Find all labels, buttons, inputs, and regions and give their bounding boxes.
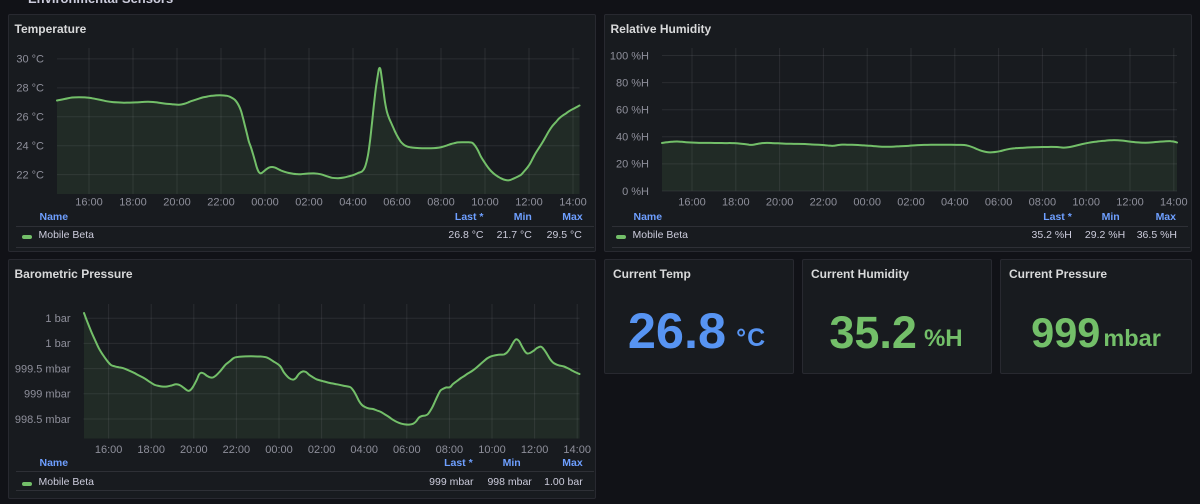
svg-text:10:00: 10:00 xyxy=(1072,197,1100,209)
svg-text:20:00: 20:00 xyxy=(180,444,208,456)
svg-text:22 °C: 22 °C xyxy=(16,169,44,181)
svg-text:1 bar: 1 bar xyxy=(45,338,70,350)
svg-text:08:00: 08:00 xyxy=(1029,197,1057,209)
svg-text:40 %H: 40 %H xyxy=(616,132,649,144)
svg-text:30 °C: 30 °C xyxy=(16,54,44,66)
svg-text:00:00: 00:00 xyxy=(251,197,279,209)
svg-text:22:00: 22:00 xyxy=(207,197,235,209)
svg-text:10:00: 10:00 xyxy=(471,197,499,209)
svg-text:16:00: 16:00 xyxy=(75,197,103,209)
svg-text:08:00: 08:00 xyxy=(436,444,464,456)
svg-text:14:00: 14:00 xyxy=(559,197,587,209)
svg-text:999 mbar: 999 mbar xyxy=(24,389,71,401)
svg-text:18:00: 18:00 xyxy=(137,444,165,456)
svg-text:12:00: 12:00 xyxy=(521,444,549,456)
svg-text:22:00: 22:00 xyxy=(223,444,251,456)
svg-text:06:00: 06:00 xyxy=(393,444,421,456)
svg-text:02:00: 02:00 xyxy=(897,197,925,209)
svg-text:20:00: 20:00 xyxy=(766,197,794,209)
svg-text:08:00: 08:00 xyxy=(427,197,455,209)
svg-text:100 %H: 100 %H xyxy=(610,50,649,62)
svg-text:14:00: 14:00 xyxy=(563,444,591,456)
svg-text:60 %H: 60 %H xyxy=(616,105,649,117)
svg-text:14:00: 14:00 xyxy=(1160,197,1188,209)
svg-text:998.5 mbar: 998.5 mbar xyxy=(15,414,71,426)
svg-text:12:00: 12:00 xyxy=(515,197,543,209)
svg-text:12:00: 12:00 xyxy=(1116,197,1144,209)
svg-text:18:00: 18:00 xyxy=(722,197,750,209)
svg-text:06:00: 06:00 xyxy=(383,197,411,209)
svg-text:04:00: 04:00 xyxy=(941,197,969,209)
svg-text:24 °C: 24 °C xyxy=(16,141,44,153)
svg-text:26 °C: 26 °C xyxy=(16,112,44,124)
svg-text:00:00: 00:00 xyxy=(265,444,293,456)
svg-text:04:00: 04:00 xyxy=(339,197,367,209)
svg-text:06:00: 06:00 xyxy=(985,197,1013,209)
svg-text:02:00: 02:00 xyxy=(308,444,336,456)
svg-text:16:00: 16:00 xyxy=(678,197,706,209)
svg-text:20 %H: 20 %H xyxy=(616,159,649,171)
svg-text:00:00: 00:00 xyxy=(853,197,881,209)
svg-text:999.5 mbar: 999.5 mbar xyxy=(15,363,71,375)
svg-text:04:00: 04:00 xyxy=(350,444,378,456)
svg-text:0 %H: 0 %H xyxy=(622,186,649,198)
svg-text:02:00: 02:00 xyxy=(295,197,323,209)
svg-text:1 bar: 1 bar xyxy=(45,313,70,325)
svg-text:20:00: 20:00 xyxy=(163,197,191,209)
svg-text:18:00: 18:00 xyxy=(119,197,147,209)
svg-text:28 °C: 28 °C xyxy=(16,83,44,95)
svg-text:16:00: 16:00 xyxy=(95,444,123,456)
svg-text:22:00: 22:00 xyxy=(810,197,838,209)
svg-text:10:00: 10:00 xyxy=(478,444,506,456)
svg-text:80 %H: 80 %H xyxy=(616,77,649,89)
